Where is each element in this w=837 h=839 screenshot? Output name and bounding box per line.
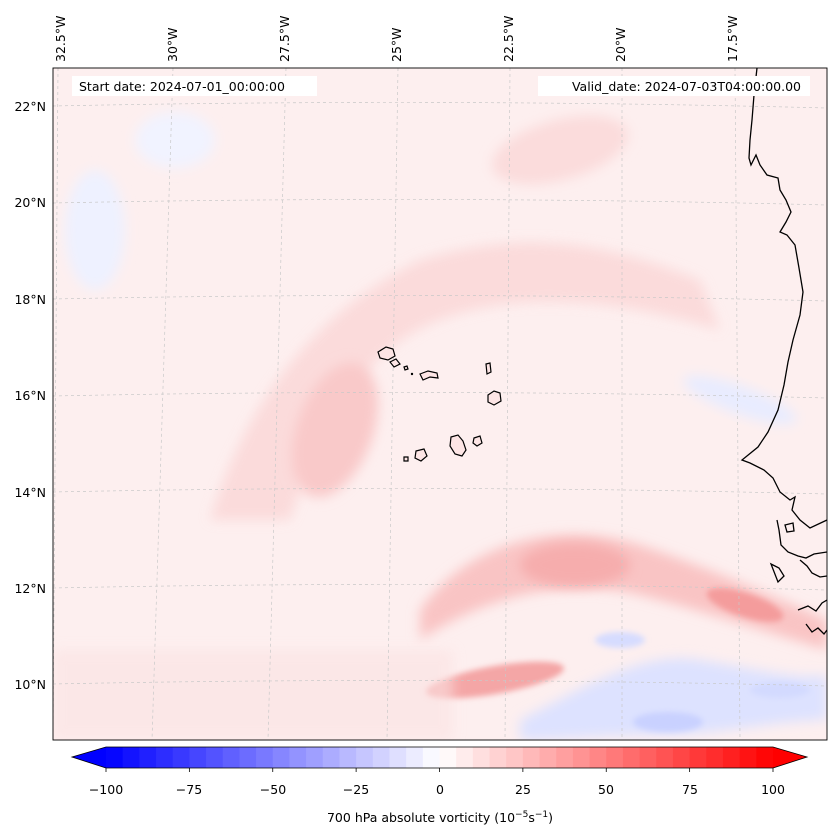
start-date-label: Start date: 2024-07-01_00:00:00 bbox=[79, 79, 285, 94]
colorbar-cell bbox=[506, 747, 524, 768]
colorbar-cell bbox=[206, 747, 224, 768]
colorbar-cell bbox=[606, 747, 624, 768]
map-axes: Start date: 2024-07-01_00:00:00 Valid_da… bbox=[52, 67, 828, 741]
lat-label: 18°N bbox=[14, 292, 46, 307]
positive-maximum-10N bbox=[426, 661, 564, 699]
valid-date-box bbox=[538, 76, 810, 96]
colorbar-tick-label: −25 bbox=[343, 782, 369, 797]
map-frame bbox=[52, 67, 828, 741]
start-date-box bbox=[72, 76, 317, 96]
cabo-verde-islands bbox=[377, 346, 502, 462]
colorbar-cell bbox=[456, 747, 474, 768]
island-santiago bbox=[449, 434, 467, 457]
colorbar-cell bbox=[272, 747, 291, 768]
valid-date-label: Valid_date: 2024-07-03T04:00:00.00 bbox=[572, 79, 801, 94]
colorbar-tick-label: −50 bbox=[260, 782, 286, 797]
colorbar-tick-label: 0 bbox=[436, 782, 444, 797]
lon-label: 25°W bbox=[389, 27, 404, 62]
colorbar-tick-label: −75 bbox=[176, 782, 202, 797]
island-sao-nicolau bbox=[419, 370, 439, 381]
lon-label: 20°W bbox=[613, 27, 628, 62]
colorbar-cell bbox=[172, 747, 190, 768]
lat-label: 10°N bbox=[14, 677, 46, 692]
colorbar-cell bbox=[106, 747, 124, 768]
island-brava bbox=[403, 456, 409, 462]
colorbar-cell bbox=[222, 747, 240, 768]
colorbar-tick-label: 75 bbox=[682, 782, 698, 797]
colorbar-cell bbox=[439, 747, 457, 768]
island-santa-luzia bbox=[403, 365, 409, 371]
lon-label: 22.5°W bbox=[501, 16, 516, 62]
positive-maximum-west bbox=[292, 362, 378, 498]
island-sal bbox=[485, 362, 492, 375]
lon-label: 32.5°W bbox=[53, 16, 68, 62]
colorbar-cell bbox=[589, 747, 607, 768]
lat-label: 22°N bbox=[14, 99, 46, 114]
colorbar-cell bbox=[422, 747, 441, 768]
colorbar-cell bbox=[156, 747, 174, 768]
colorbar-cell bbox=[622, 747, 641, 768]
colorbar-cell bbox=[389, 747, 407, 768]
weak-negative-patch bbox=[65, 170, 125, 290]
gridlines bbox=[53, 68, 827, 740]
island-boa-vista bbox=[487, 390, 502, 406]
colorbar-cell bbox=[739, 747, 757, 768]
colorbar-cells bbox=[106, 747, 774, 768]
colorbar-label: 700 hPa absolute vorticity (10−5s−1) bbox=[327, 810, 553, 825]
colorbar-cell bbox=[256, 747, 274, 768]
colorbar-cell bbox=[472, 747, 491, 768]
colorbar-extend-min bbox=[72, 747, 106, 768]
colorbar-cell bbox=[756, 747, 774, 768]
colorbar-cell bbox=[139, 747, 157, 768]
colorbar-cell bbox=[706, 747, 724, 768]
colorbar-tick-label: 25 bbox=[515, 782, 531, 797]
positive-vorticity-band bbox=[210, 242, 720, 520]
island-fogo bbox=[414, 448, 428, 462]
colorbar: −100 −75 −50 −25 0 25 50 75 100 700 hPa … bbox=[70, 746, 809, 825]
colorbar-cell bbox=[289, 747, 307, 768]
colorbar-cell bbox=[672, 747, 691, 768]
lat-label: 16°N bbox=[14, 388, 46, 403]
colorbar-cell bbox=[556, 747, 574, 768]
colorbar-cell bbox=[239, 747, 257, 768]
coastal-maximum bbox=[706, 588, 784, 622]
island-maio bbox=[472, 435, 483, 447]
colorbar-cell bbox=[339, 747, 357, 768]
colorbar-extend-max bbox=[773, 747, 807, 768]
colorbar-cell bbox=[572, 747, 591, 768]
lat-label: 20°N bbox=[14, 195, 46, 210]
latitude-labels: 22°N 20°N 18°N 16°N 14°N 12°N 10°N bbox=[14, 99, 46, 692]
colorbar-cell bbox=[356, 747, 374, 768]
colorbar-cell bbox=[539, 747, 557, 768]
island-sao-vicente bbox=[389, 358, 401, 368]
vorticity-field bbox=[53, 68, 827, 740]
longitude-labels: 32.5°W 30°W 27.5°W 25°W 22.5°W 20°W 17.5… bbox=[53, 16, 740, 62]
lat-label: 12°N bbox=[14, 581, 46, 596]
colorbar-cell bbox=[689, 747, 707, 768]
colorbar-cell bbox=[639, 747, 657, 768]
colorbar-cell bbox=[522, 747, 541, 768]
colorbar-cell bbox=[122, 747, 140, 768]
lat-label: 14°N bbox=[14, 485, 46, 500]
colorbar-cell bbox=[406, 747, 424, 768]
colorbar-cell bbox=[656, 747, 674, 768]
colorbar-cell bbox=[722, 747, 741, 768]
colorbar-cell bbox=[372, 747, 391, 768]
lon-label: 27.5°W bbox=[277, 16, 292, 62]
colorbar-cell bbox=[489, 747, 507, 768]
colorbar-cell bbox=[322, 747, 341, 768]
lon-label: 17.5°W bbox=[725, 16, 740, 62]
colorbar-cell bbox=[189, 747, 207, 768]
colorbar-tick-label: −100 bbox=[89, 782, 123, 797]
colorbar-ticks: −100 −75 −50 −25 0 25 50 75 100 bbox=[89, 768, 785, 797]
colorbar-tick-label: 50 bbox=[598, 782, 614, 797]
negative-vorticity-band bbox=[520, 658, 827, 740]
colorbar-tick-label: 100 bbox=[761, 782, 785, 797]
west-african-coastline bbox=[740, 68, 827, 635]
island-santo-antao bbox=[377, 346, 396, 361]
lon-label: 30°W bbox=[165, 27, 180, 62]
colorbar-cell bbox=[306, 747, 324, 768]
